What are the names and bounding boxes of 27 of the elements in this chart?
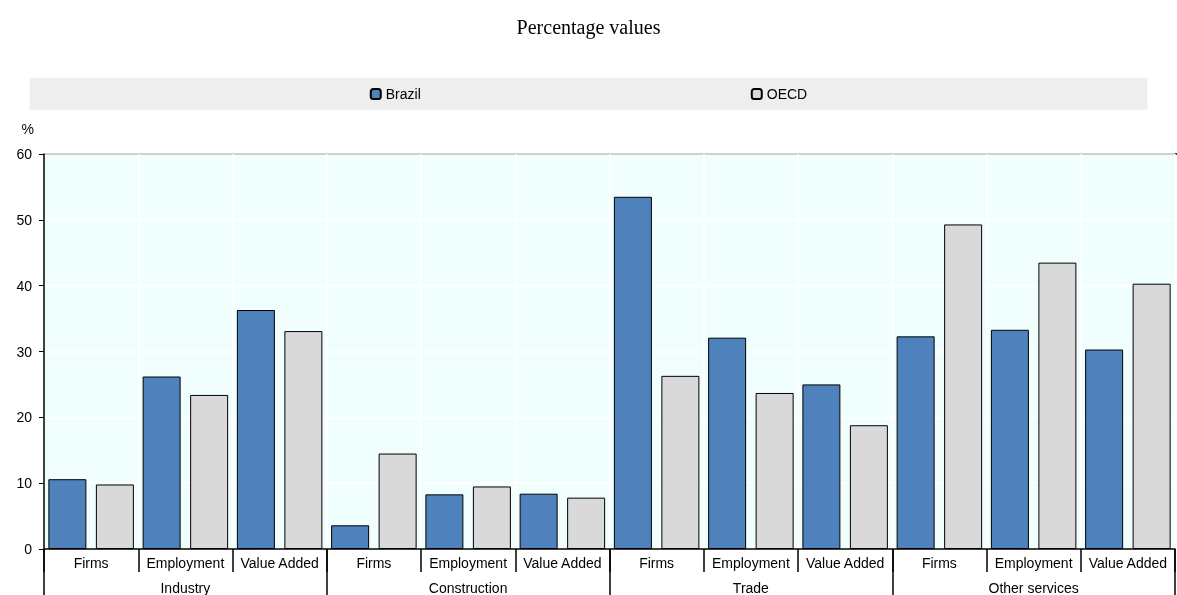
x-tick-label: Firms xyxy=(356,555,392,571)
y-tick-label: 20 xyxy=(16,409,33,426)
x-tick-label: Employment xyxy=(994,555,1073,571)
x-tick-label: Value Added xyxy=(240,555,319,571)
x-tick-label: Firms xyxy=(73,555,109,571)
x-tick-label: Employment xyxy=(711,555,790,571)
x-tick-label: Firms xyxy=(921,555,957,571)
text: Other services xyxy=(988,580,1079,595)
text: Trade xyxy=(732,580,770,595)
x-tick-label: Value Added xyxy=(1088,555,1168,571)
chart-title: Percentage values xyxy=(516,16,661,39)
y-axis-title: % xyxy=(21,121,34,137)
y-tick-label: 10 xyxy=(16,475,33,492)
x-tick-label: Employment xyxy=(429,555,508,571)
x-tick-label: Value Added xyxy=(523,555,602,571)
x-tick-label: Firms xyxy=(639,555,675,571)
y-tick-label: 30 xyxy=(16,343,33,360)
y-tick-label: 60 xyxy=(16,146,33,162)
x-tick-label: Employment xyxy=(146,555,225,571)
y-tick-label: 40 xyxy=(16,277,33,294)
legend-label: OECD xyxy=(766,86,808,102)
text: Construction xyxy=(428,580,508,595)
y-tick-label: 50 xyxy=(16,211,33,228)
legend-label: Brazil xyxy=(385,86,421,102)
x-tick-label: Value Added xyxy=(805,555,885,571)
y-tick-label: 0 xyxy=(24,541,33,557)
text: Industry xyxy=(160,580,211,595)
